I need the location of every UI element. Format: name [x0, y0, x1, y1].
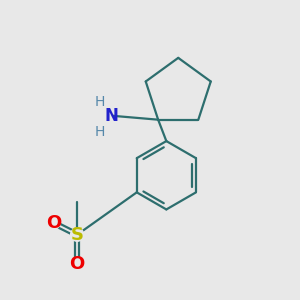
- Text: S: S: [71, 226, 84, 244]
- Text: H: H: [94, 95, 105, 110]
- Circle shape: [70, 228, 84, 241]
- Text: O: O: [46, 214, 61, 232]
- Circle shape: [70, 258, 84, 271]
- Text: O: O: [70, 255, 85, 273]
- Text: N: N: [104, 107, 118, 125]
- Circle shape: [47, 216, 60, 230]
- Text: H: H: [94, 125, 105, 139]
